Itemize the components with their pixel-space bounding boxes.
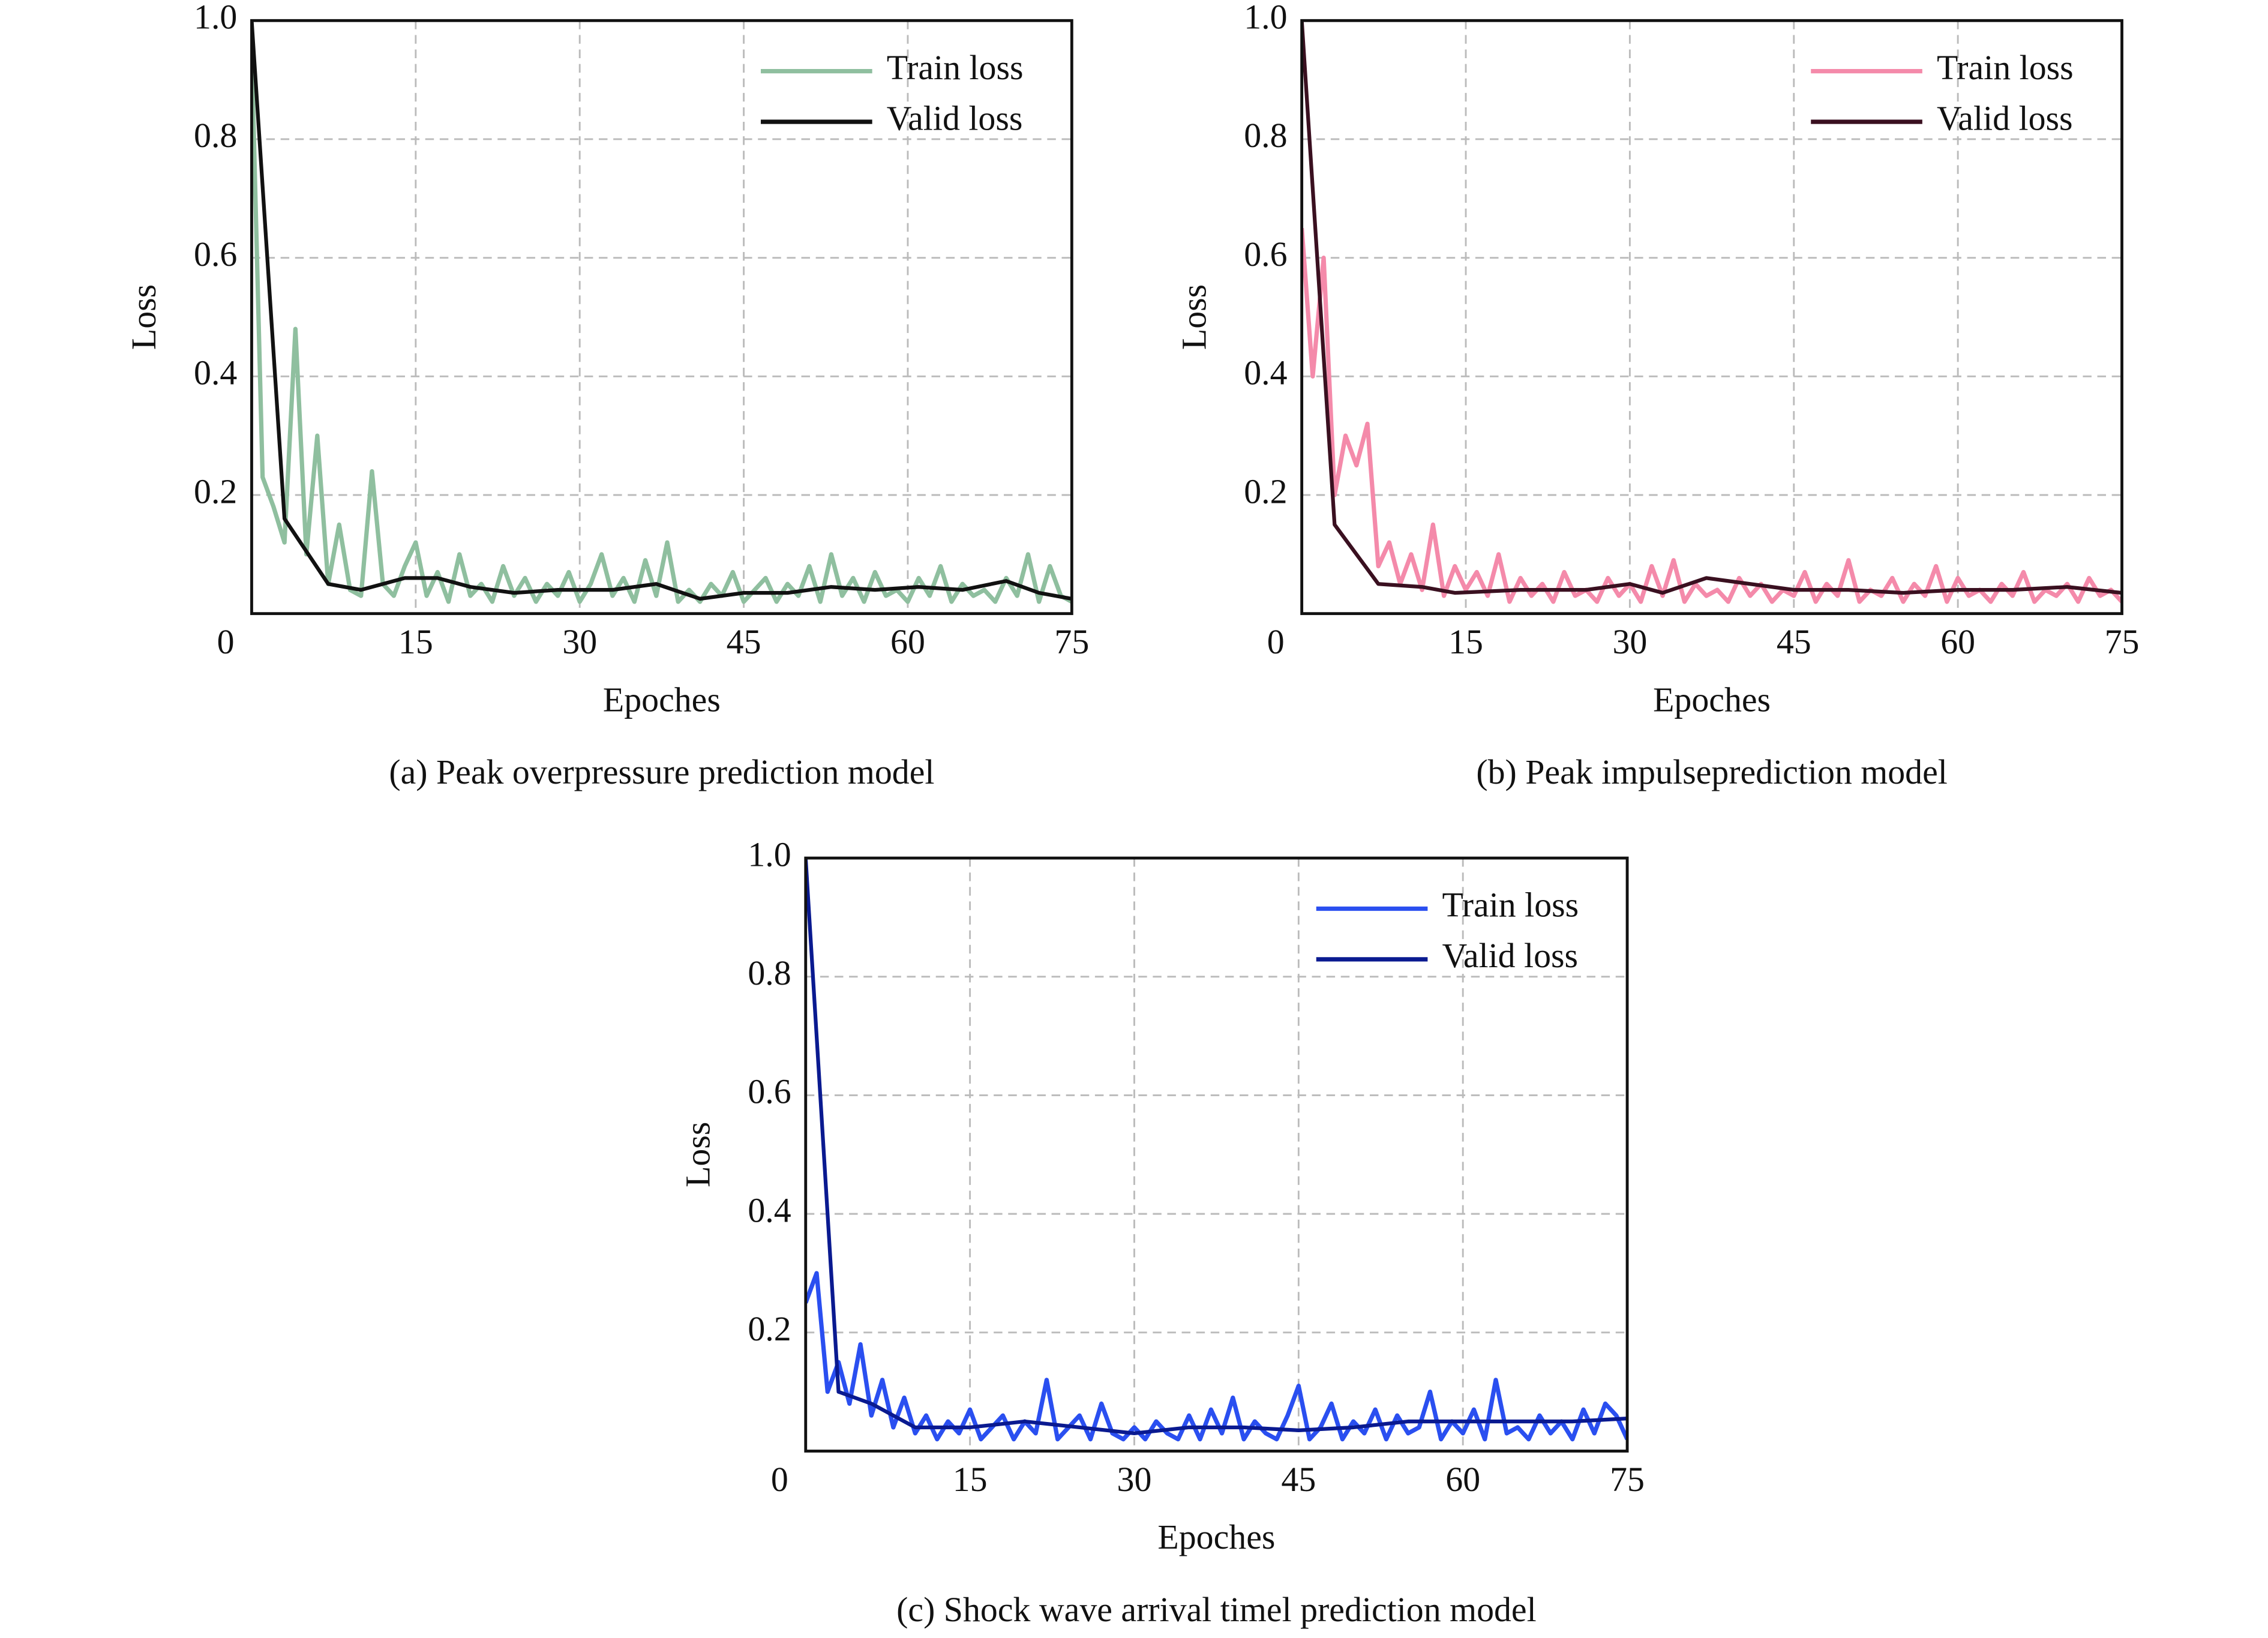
legend-label: Train loss [887,48,1024,87]
plot-frame [250,19,1073,616]
legend-label: Valid loss [1442,936,1578,975]
y-tick-label: 0.4 [194,353,237,392]
chart: 0.2 0.4 0.6 0.8 1.0 0 15 30 45 60 75 Epoches Loss (c)… [678,835,1644,1628]
y-tick-label: 0.8 [748,953,791,992]
x-tick-label: 0 [1267,622,1285,661]
x-tick-label: 0 [217,622,235,661]
y-tick-label: 0.2 [748,1309,791,1348]
x-tick-label: 60 [1940,622,1975,661]
chart: 0.2 0.4 0.6 0.8 1.0 0 15 30 45 60 75 Epoches Loss (a)… [124,0,1089,791]
x-tick-label: 45 [727,622,761,661]
caption: (a) Peak overpressure prediction model [389,752,934,791]
x-tick-label: 75 [1610,1460,1645,1499]
x-tick-label: 30 [1612,622,1647,661]
x-tick-label: 15 [398,622,433,661]
series-line [805,858,1628,1435]
x-tick-label: 45 [1777,622,1811,661]
y-tick-label: 0.8 [1244,116,1287,155]
x-tick-label: 75 [2105,622,2140,661]
y-tick-label: 1.0 [748,835,791,874]
x-axis-title: Epoches [603,680,721,719]
x-tick-label: 30 [1117,1460,1152,1499]
plot-frame [1300,19,2123,616]
series-line [251,50,1072,604]
x-tick-label: 15 [953,1460,988,1499]
x-tick-label: 75 [1054,622,1089,661]
y-axis-title: Loss [678,1122,717,1187]
chart: 0.2 0.4 0.6 0.8 1.0 0 15 30 45 60 75 Epoches Loss (b)… [1174,0,2139,791]
x-axis-title: Epoches [1653,680,1771,719]
y-tick-label: 0.8 [194,116,237,155]
y-tick-label: 0.2 [1244,472,1287,511]
series-line [1301,20,2122,595]
y-tick-label: 0.2 [194,472,237,511]
y-tick-label: 0.4 [748,1190,791,1229]
y-tick-label: 0.4 [1244,353,1287,392]
y-axis-title: Loss [124,284,163,350]
legend-label: Train loss [1442,886,1579,925]
legend-label: Train loss [1937,48,2074,87]
y-tick-label: 0.6 [1244,235,1287,274]
y-tick-label: 1.0 [194,0,237,37]
legend-label: Valid loss [887,98,1023,137]
x-axis-title: Epoches [1157,1517,1275,1556]
legend-label: Valid loss [1937,98,2073,137]
caption: (b) Peak impulseprediction model [1476,752,1948,791]
x-tick-label: 45 [1281,1460,1316,1499]
x-tick-label: 60 [1445,1460,1480,1499]
x-tick-label: 60 [890,622,925,661]
plot-frame [804,856,1629,1453]
y-tick-label: 1.0 [1244,0,1287,37]
y-axis-title: Loss [1174,284,1213,350]
series-line [805,1271,1628,1442]
y-tick-label: 0.6 [748,1072,791,1111]
series-line [251,20,1072,601]
caption: (c) Shock wave arrival timel prediction … [896,1590,1537,1629]
x-tick-label: 15 [1448,622,1483,661]
x-tick-label: 0 [771,1460,788,1499]
y-tick-label: 0.6 [194,235,237,274]
series-line [1301,227,2122,604]
x-tick-label: 30 [562,622,597,661]
